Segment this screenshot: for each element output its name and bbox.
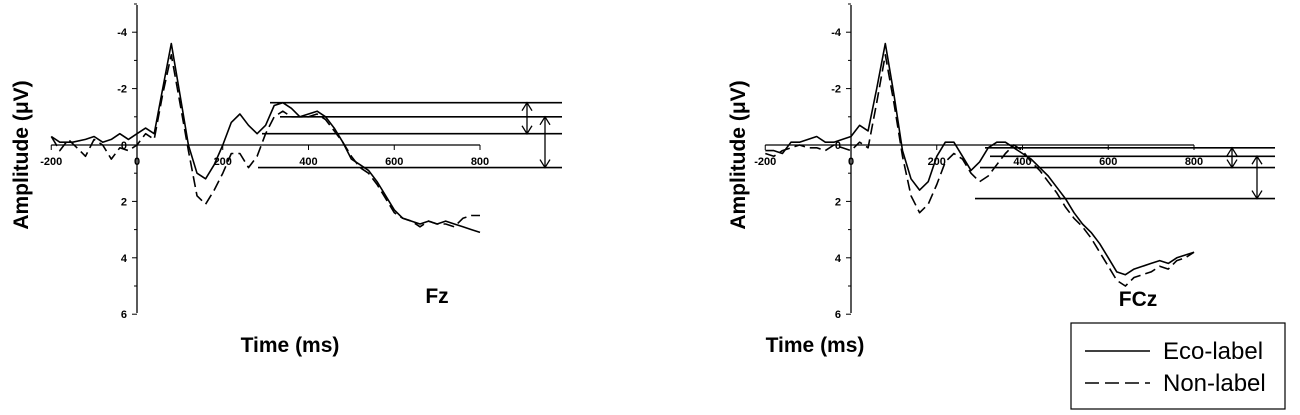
arrow-head (521, 125, 533, 135)
electrode-label: FCz (1119, 288, 1158, 311)
arrow-head (539, 115, 551, 126)
legend: Eco-label Non-label (1070, 322, 1286, 410)
electrode-label: Fz (425, 285, 448, 308)
x-tick-label: 400 (299, 156, 317, 168)
chart-panel-fz: Amplitude (μV) Time (ms) Fz -4 -2 0 2 4 6 -200… (10, 3, 562, 357)
arrow-head (1226, 159, 1238, 169)
y-tick-label: 4 (121, 253, 128, 265)
y-axis-label: Amplitude (μV) (727, 80, 750, 229)
y-tick-label: 2 (121, 196, 127, 208)
y-tick-label: 6 (835, 309, 841, 321)
x-tick-label: 0 (134, 156, 140, 168)
y-tick-label: -4 (831, 27, 842, 39)
y-tick-label: 0 (121, 140, 127, 152)
x-tick-label: 400 (1013, 156, 1031, 168)
series-line-eco-label (765, 42, 1195, 276)
y-tick-label: 6 (121, 309, 127, 321)
legend-label-eco: Eco-label (1163, 338, 1263, 365)
arrow-head (1226, 146, 1238, 157)
y-tick-label: -4 (117, 27, 128, 39)
x-tick-label: 800 (1185, 156, 1203, 168)
arrow-head (521, 101, 533, 112)
x-tick-label: 600 (1099, 156, 1117, 168)
x-tick-label: 800 (471, 156, 489, 168)
x-tick-label: -200 (40, 156, 62, 168)
legend-box (1070, 322, 1286, 410)
y-tick-label: -2 (831, 84, 841, 96)
arrow-head (1251, 155, 1263, 165)
y-tick-label: 0 (835, 140, 841, 152)
series-line-non-label (765, 53, 1195, 287)
series-line-non-label (50, 53, 480, 228)
x-tick-label: 200 (214, 156, 232, 168)
y-axis-label: Amplitude (μV) (10, 80, 33, 229)
x-axis-label: Time (ms) (766, 334, 865, 357)
x-axis-label: Time (ms) (241, 334, 340, 357)
x-tick-label: 200 (928, 156, 946, 168)
x-tick-label: 600 (385, 156, 403, 168)
arrow-head (1251, 190, 1263, 200)
arrow-head (539, 159, 551, 169)
x-tick-label: 0 (848, 156, 854, 168)
y-tick-label: 4 (835, 253, 842, 265)
x-tick-label: -200 (754, 156, 776, 168)
y-tick-label: -2 (117, 84, 127, 96)
y-tick-label: 2 (835, 196, 841, 208)
series-line-eco-label (50, 42, 481, 234)
chart-panel-fcz: Amplitude (μV) Time (ms) FCz -4 -2 0 2 4 6 -20… (727, 3, 1275, 357)
legend-label-non: Non-label (1163, 370, 1266, 397)
